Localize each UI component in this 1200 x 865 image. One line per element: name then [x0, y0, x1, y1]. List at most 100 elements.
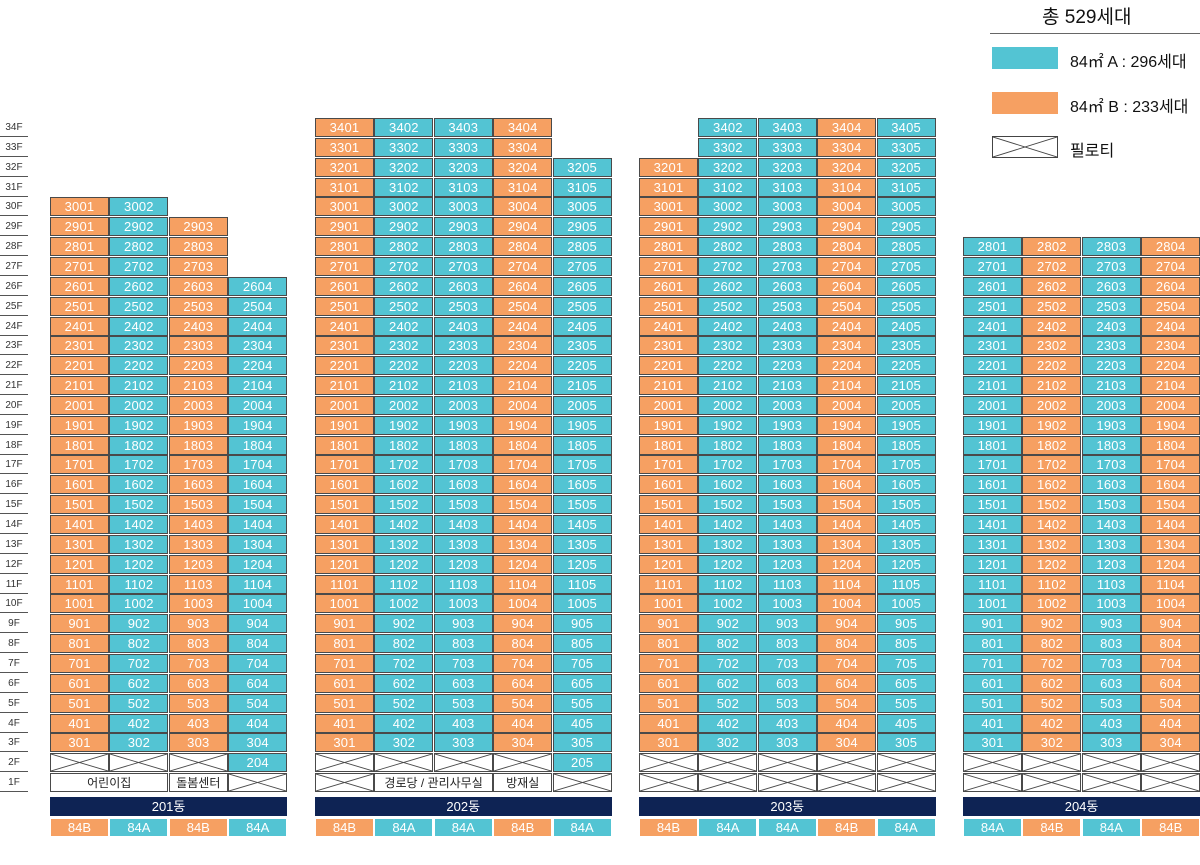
floor-label: 13F: [0, 535, 28, 554]
unit-cell: 303: [433, 733, 493, 753]
unit-cell: 2503: [433, 296, 493, 316]
unit-cell: 1804: [817, 435, 877, 455]
unit-cell: 1605: [876, 475, 936, 495]
unit-cell: 2801: [315, 237, 374, 257]
unit-cell: 501: [50, 693, 109, 713]
unit-cell: 1303: [168, 534, 228, 554]
unit-cell: 3002: [698, 197, 758, 217]
unit-cell: 2203: [433, 356, 493, 376]
unit-cell: 2603: [757, 276, 817, 296]
unit-cell: 304: [228, 733, 288, 753]
unit-cell: 1802: [1022, 435, 1082, 455]
unit-cell: 701: [963, 653, 1022, 673]
unit-cell: 504: [817, 693, 877, 713]
unit-cell: 2905: [876, 217, 936, 237]
unit-cell: 504: [1141, 693, 1200, 713]
unit-cell: 703: [757, 653, 817, 673]
unit-cell: 1902: [109, 415, 169, 435]
unit-cell: 2501: [50, 296, 109, 316]
floor-label: 6F: [0, 674, 28, 693]
unit-cell: 1601: [50, 475, 109, 495]
unit-cell: 805: [876, 634, 936, 654]
unit-type-label: 84A: [1081, 818, 1141, 837]
unit-cell: 2103: [168, 376, 228, 396]
unit-cell: 2004: [493, 395, 553, 415]
unit-cell: 2505: [552, 296, 612, 316]
unit-cell: 2402: [1022, 316, 1082, 336]
unit-cell: 2502: [1022, 296, 1082, 316]
total-units: 총 529세대: [1042, 7, 1132, 28]
piloti-cell: [315, 753, 374, 773]
floor-label: 8F: [0, 634, 28, 654]
unit-cell: 601: [50, 673, 109, 693]
unit-type-label: 84B: [1022, 818, 1082, 837]
unit-cell: 1504: [1141, 495, 1200, 515]
unit-cell: 1302: [1022, 534, 1082, 554]
unit-cell: 804: [493, 634, 553, 654]
unit-cell: 2605: [552, 276, 612, 296]
unit-cell: 1002: [109, 594, 169, 614]
unit-cell: 2304: [228, 336, 288, 356]
piloti-cell: [1022, 773, 1082, 793]
unit-cell: 1102: [109, 574, 169, 594]
unit-cell: 2202: [374, 356, 434, 376]
unit-cell: 905: [552, 614, 612, 634]
unit-cell: 1803: [433, 435, 493, 455]
legend-swatch-type-a: [992, 47, 1058, 69]
unit-cell: 1904: [228, 415, 288, 435]
unit-cell: 2901: [639, 217, 698, 237]
floor-label: 1F: [0, 773, 28, 793]
unit-cell: 1301: [963, 534, 1022, 554]
unit-cell: 1204: [493, 554, 553, 574]
legend-type-a: 84㎡ A : 296세대: [1070, 54, 1187, 71]
unit-type-label: 84B: [315, 818, 374, 837]
unit-cell: 502: [1022, 693, 1082, 713]
piloti-cell: [552, 773, 612, 793]
piloti-cell: [1081, 753, 1141, 773]
unit-cell: 1202: [698, 554, 758, 574]
unit-type-label: 84A: [698, 818, 758, 837]
unit-cell: 2302: [374, 336, 434, 356]
unit-cell: 1801: [315, 435, 374, 455]
piloti-cell: [228, 773, 288, 793]
unit-cell: 2703: [433, 256, 493, 276]
unit-cell: 802: [1022, 634, 1082, 654]
unit-cell: 2504: [1141, 296, 1200, 316]
unit-cell: 1803: [1081, 435, 1141, 455]
unit-cell: 2403: [757, 316, 817, 336]
unit-cell: 801: [315, 634, 374, 654]
facility-label: 돌봄센터: [168, 773, 228, 793]
unit-cell: 1604: [228, 475, 288, 495]
unit-cell: 3303: [433, 137, 493, 157]
unit-cell: 1504: [817, 495, 877, 515]
unit-cell: 2902: [698, 217, 758, 237]
unit-cell: 1102: [374, 574, 434, 594]
unit-cell: 1804: [493, 435, 553, 455]
unit-cell: 1801: [50, 435, 109, 455]
unit-cell: 1702: [698, 455, 758, 475]
unit-cell: 301: [50, 733, 109, 753]
unit-cell: 402: [698, 713, 758, 733]
unit-cell: 2504: [817, 296, 877, 316]
unit-cell: 2305: [876, 336, 936, 356]
unit-cell: 2903: [433, 217, 493, 237]
unit-cell: 1703: [168, 455, 228, 475]
unit-cell: 1501: [50, 495, 109, 515]
unit-cell: 1004: [493, 594, 553, 614]
floor-label: 28F: [0, 237, 28, 257]
unit-cell: 2803: [1081, 237, 1141, 257]
unit-cell: 1802: [698, 435, 758, 455]
unit-cell: 1502: [374, 495, 434, 515]
unit-cell: 1104: [228, 574, 288, 594]
unit-cell: 1304: [1141, 534, 1200, 554]
unit-cell: 701: [315, 653, 374, 673]
unit-cell: 702: [109, 653, 169, 673]
unit-cell: 2301: [50, 336, 109, 356]
unit-cell: 1204: [1141, 554, 1200, 574]
unit-cell: 2301: [315, 336, 374, 356]
unit-cell: 1304: [228, 534, 288, 554]
unit-cell: 2701: [639, 256, 698, 276]
unit-cell: 2902: [374, 217, 434, 237]
unit-cell: 2501: [963, 296, 1022, 316]
unit-cell: 904: [817, 614, 877, 634]
